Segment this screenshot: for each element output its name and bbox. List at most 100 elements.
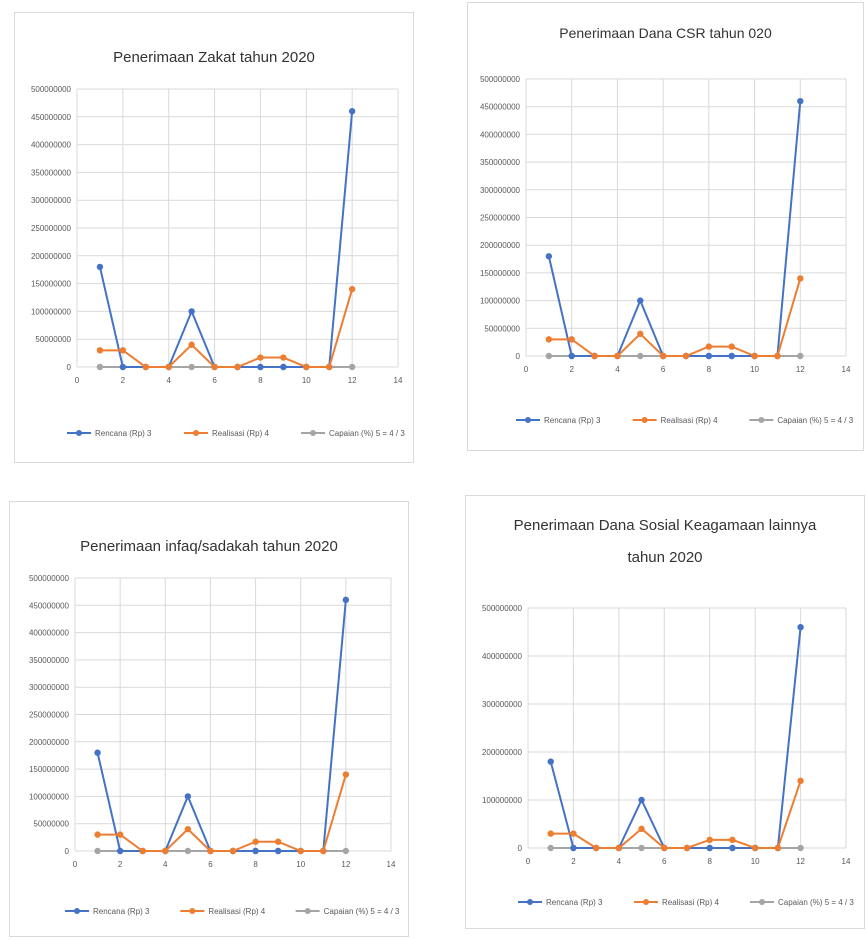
data-point	[184, 847, 192, 855]
chart-title: tahun 2020	[627, 549, 702, 566]
data-point	[705, 343, 713, 350]
data-point	[706, 844, 713, 852]
data-point	[257, 354, 264, 361]
data-point	[142, 363, 149, 371]
legend-marker	[759, 899, 765, 905]
data-point	[637, 297, 644, 304]
x-tick-label: 8	[707, 857, 712, 866]
legend-marker	[74, 908, 80, 914]
data-point	[774, 352, 781, 360]
y-tick-label: 200000000	[480, 241, 521, 250]
x-tick-label: 10	[302, 376, 311, 385]
chart-title: Penerimaan Dana Sosial Keagamaan lainnya	[514, 517, 817, 534]
x-tick-label: 14	[842, 365, 851, 374]
series-line	[98, 111, 354, 368]
y-tick-label: 500000000	[29, 574, 70, 583]
x-tick-label: 12	[348, 376, 357, 385]
data-point	[297, 847, 304, 855]
x-tick-label: 0	[75, 376, 80, 385]
y-tick-label: 0	[518, 844, 523, 853]
x-tick-label: 6	[662, 857, 667, 866]
data-point	[94, 749, 101, 756]
series-line	[96, 599, 347, 852]
y-tick-label: 250000000	[29, 711, 70, 720]
data-point	[139, 847, 146, 855]
data-point	[729, 844, 736, 852]
data-point	[165, 363, 172, 371]
data-point	[638, 796, 645, 804]
y-tick-label: 350000000	[31, 168, 72, 177]
x-tick-label: 2	[571, 857, 576, 866]
chart-title: Penerimaan Zakat tahun 2020	[113, 49, 315, 66]
legend-marker	[758, 417, 765, 423]
legend-marker	[527, 899, 533, 905]
data-point	[592, 844, 600, 852]
data-point	[638, 844, 645, 852]
y-tick-label: 100000000	[29, 792, 70, 801]
data-point	[342, 596, 350, 604]
y-tick-label: 350000000	[29, 656, 70, 665]
y-tick-label: 50000000	[35, 335, 71, 344]
data-point	[637, 330, 644, 338]
legend-marker	[189, 908, 196, 914]
chart-title: Penerimaan infaq/sadakah tahun 2020	[80, 538, 338, 555]
data-point	[637, 352, 644, 360]
chart-csr-svg: Penerimaan Dana CSR tahun 020 0 50000000 10…	[480, 25, 854, 425]
y-tick-label: 500000000	[482, 604, 523, 613]
x-tick-label: 10	[751, 857, 760, 866]
y-tick-label: 150000000	[29, 765, 70, 774]
x-tick-label: 4	[617, 857, 622, 866]
data-point	[320, 847, 327, 855]
x-tick-label: 10	[296, 860, 305, 869]
data-point	[184, 793, 192, 800]
x-tick-label: 2	[121, 376, 126, 385]
x-tick-label: 12	[796, 857, 805, 866]
data-point	[252, 838, 259, 845]
y-tick-label: 450000000	[31, 113, 72, 122]
x-tick-label: 8	[253, 860, 258, 869]
data-point	[706, 836, 713, 844]
x-tick-label: 8	[258, 376, 263, 385]
y-tick-label: 150000000	[480, 269, 521, 278]
y-tick-label: 300000000	[31, 196, 72, 205]
chart-dana-sosial-keagamaan: Penerimaan Dana Sosial Keagamaan lainnya…	[465, 495, 865, 929]
data-point	[119, 347, 127, 354]
y-tick-label: 200000000	[29, 738, 70, 747]
data-point	[280, 354, 287, 361]
data-point	[614, 352, 621, 360]
x-tick-label: 12	[796, 365, 805, 374]
y-tick-label: 400000000	[31, 141, 72, 150]
x-tick-label: 12	[341, 860, 350, 869]
y-tick-label: 250000000	[480, 214, 521, 223]
data-point	[797, 844, 804, 852]
data-point	[547, 830, 554, 837]
chart-dana-sosial-keagamaan-svg: Penerimaan Dana Sosial Keagamaan lainnya…	[482, 517, 854, 907]
series-line	[547, 101, 802, 357]
data-point	[797, 624, 804, 631]
y-tick-label: 300000000	[480, 186, 521, 195]
y-tick-label: 0	[516, 352, 521, 361]
data-point	[229, 847, 237, 855]
legend-marker	[643, 899, 649, 905]
x-tick-label: 6	[661, 365, 666, 374]
x-tick-label: 4	[166, 376, 171, 385]
x-tick-label: 14	[387, 860, 396, 869]
data-point	[257, 363, 264, 371]
legend-label: Realisasi (Rp) 4	[208, 907, 265, 916]
data-point	[348, 363, 356, 371]
data-point	[274, 847, 282, 855]
data-point	[728, 343, 735, 350]
data-point	[280, 363, 287, 371]
data-point	[751, 352, 758, 360]
data-point	[570, 830, 577, 837]
data-point	[568, 336, 575, 343]
y-tick-label: 150000000	[31, 280, 72, 289]
data-point	[638, 825, 645, 832]
x-tick-label: 2	[569, 365, 574, 374]
y-tick-label: 100000000	[480, 297, 521, 306]
legend-label: Rencana (Rp) 3	[546, 898, 603, 907]
data-point	[252, 847, 259, 855]
y-tick-label: 300000000	[29, 683, 70, 692]
data-point	[96, 363, 104, 371]
legend-label: Capaian (%) 5 = 4 / 3	[329, 429, 405, 438]
